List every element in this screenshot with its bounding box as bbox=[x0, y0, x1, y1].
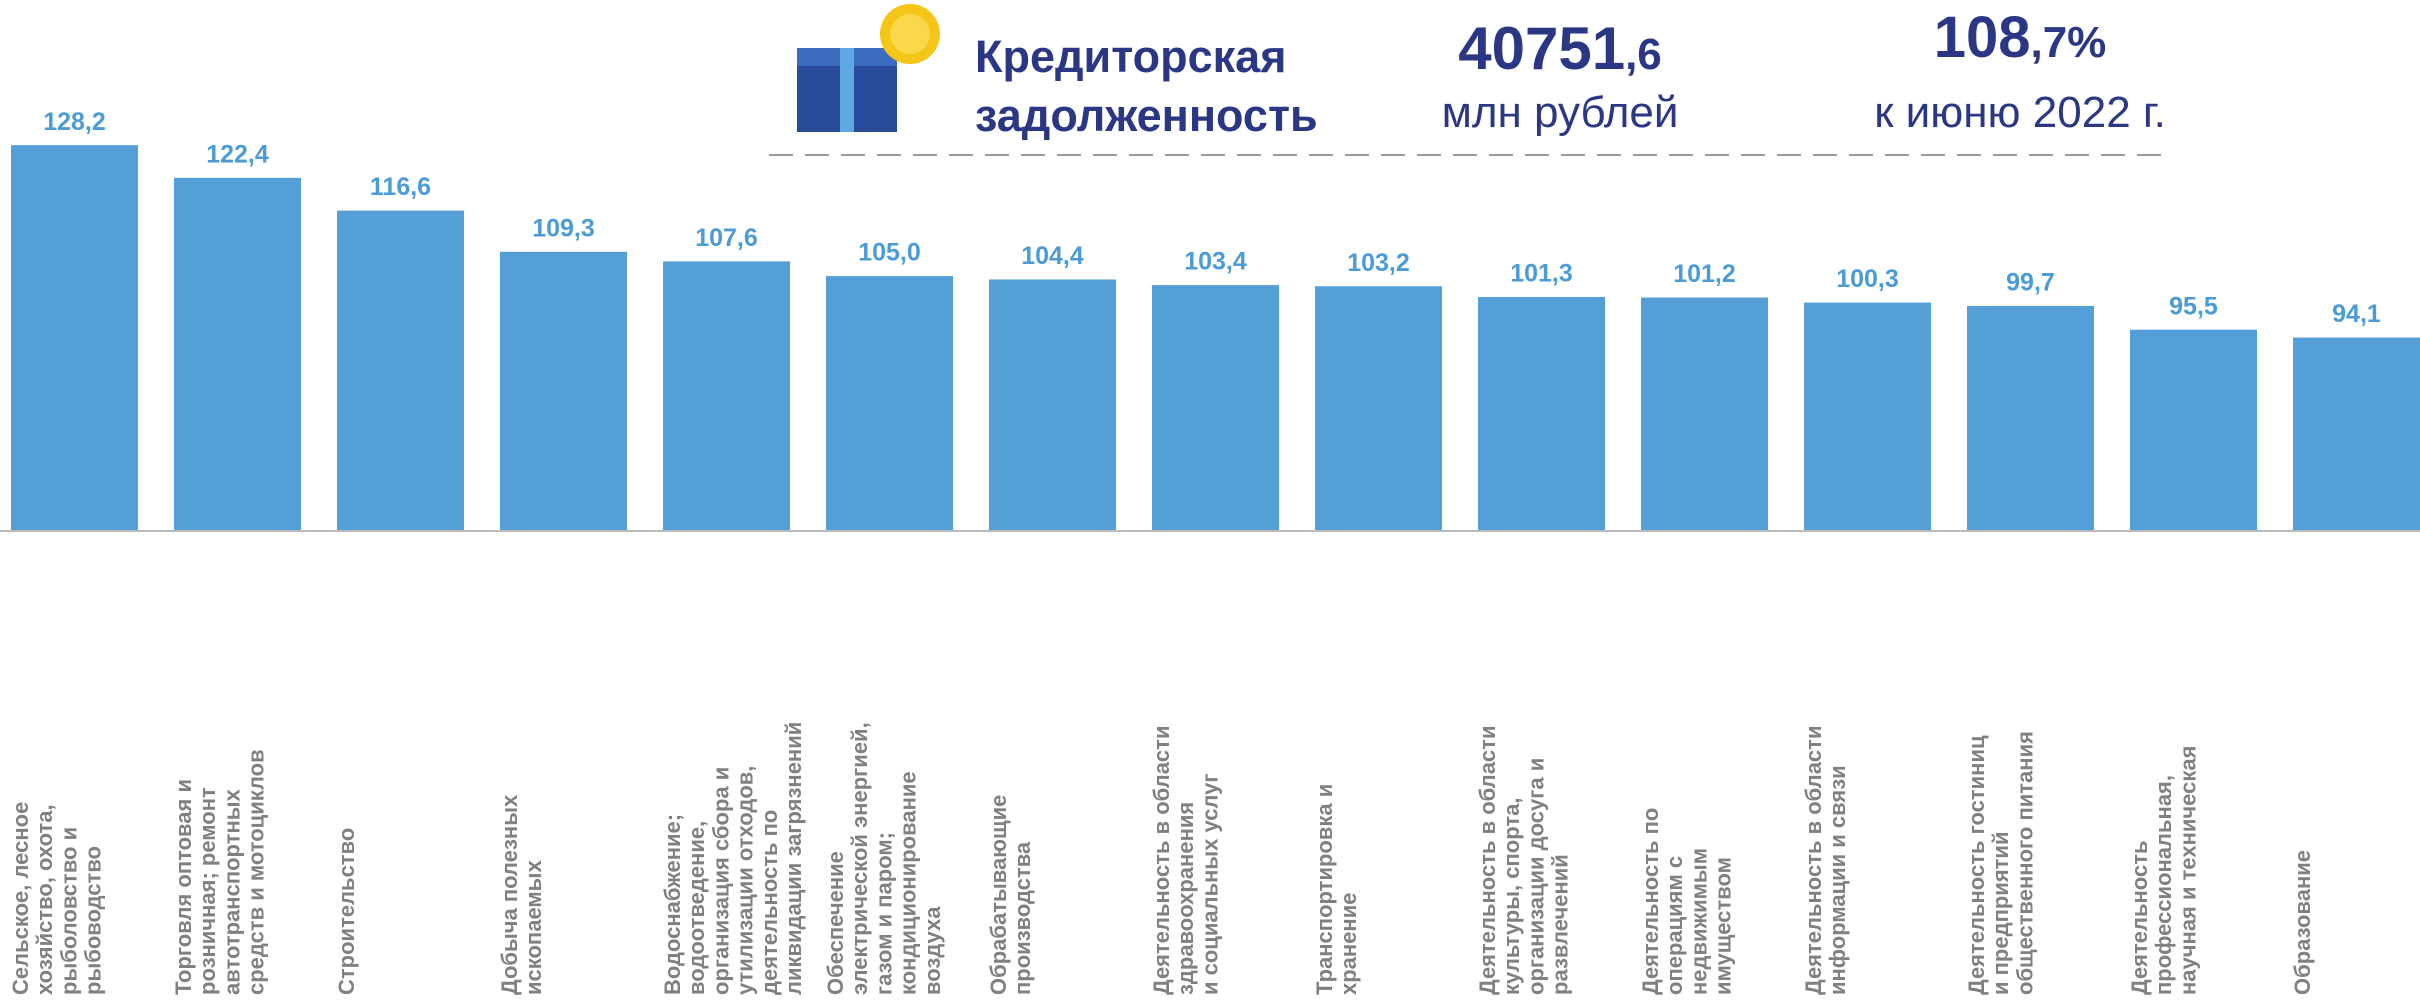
value-label: 104,4 bbox=[1021, 242, 1084, 270]
total-int: 40751 bbox=[1458, 15, 1625, 82]
value-label: 100,3 bbox=[1836, 265, 1899, 293]
category-label: Обрабатывающие производства bbox=[987, 630, 1137, 995]
bar bbox=[337, 211, 464, 530]
value-label: 101,2 bbox=[1673, 260, 1736, 288]
title: Кредиторская задолженность bbox=[975, 28, 1318, 145]
page: 128,2 122,4 116,6 109,3 107,6 105,0 104,4 103,4… bbox=[0, 0, 2420, 1001]
bar bbox=[1641, 298, 1768, 530]
bar bbox=[500, 252, 627, 530]
bar bbox=[1804, 303, 1931, 530]
category-label: Деятельность профессиональная, научная и… bbox=[2128, 630, 2278, 995]
total: 40751,6 bbox=[1380, 14, 1740, 83]
value-label: 99,7 bbox=[2006, 269, 2055, 297]
bar bbox=[1152, 285, 1279, 530]
bar bbox=[1315, 286, 1442, 530]
bar bbox=[826, 276, 953, 530]
value-label: 122,4 bbox=[206, 140, 269, 168]
change-note: к июню 2022 г. bbox=[1820, 88, 2220, 138]
category-label: Водоснабжение; водоотведение, организаци… bbox=[661, 630, 811, 995]
change-int: 108 bbox=[1934, 5, 2031, 70]
category-label: Образование bbox=[2291, 630, 2420, 995]
value-label: 103,4 bbox=[1184, 248, 1247, 276]
value-label: 128,2 bbox=[43, 108, 106, 136]
category-label: Добыча полезных ископаемых bbox=[498, 630, 648, 995]
category-label: Строительство bbox=[335, 630, 485, 995]
total-frac: ,6 bbox=[1625, 30, 1662, 79]
bar bbox=[1967, 306, 2094, 530]
category-label: Транспортировка и хранение bbox=[1313, 630, 1463, 995]
bar bbox=[1478, 297, 1605, 530]
category-label: Деятельность в области культуры, спорта,… bbox=[1476, 630, 1626, 995]
category-label: Деятельность гостиниц и предприятий обще… bbox=[1965, 630, 2115, 995]
value-label: 116,6 bbox=[370, 173, 431, 201]
bar bbox=[2130, 330, 2257, 530]
category-label: Деятельность в области здравоохранения и… bbox=[1150, 630, 1300, 995]
category-label: Обеспечение электрической энергией, газо… bbox=[824, 630, 974, 995]
category-label: Деятельность по операциям с недвижимым и… bbox=[1639, 630, 1789, 995]
bar bbox=[663, 261, 790, 530]
total-unit: млн рублей bbox=[1380, 88, 1740, 138]
bar bbox=[989, 279, 1116, 530]
bar bbox=[11, 145, 138, 530]
value-label: 94,1 bbox=[2332, 300, 2381, 328]
value-label: 109,3 bbox=[532, 214, 595, 242]
bar bbox=[2293, 338, 2420, 530]
change-frac: ,7% bbox=[2030, 18, 2106, 67]
value-label: 107,6 bbox=[695, 224, 758, 252]
value-label: 105,0 bbox=[858, 239, 921, 267]
category-label: Торговля оптовая и розничная; ремонт авт… bbox=[172, 630, 322, 995]
change: 108,7% bbox=[1820, 4, 2220, 71]
value-label: 101,3 bbox=[1510, 260, 1573, 288]
bar bbox=[174, 178, 301, 530]
value-label: 103,2 bbox=[1347, 249, 1410, 277]
header-icon bbox=[797, 4, 940, 132]
category-label: Сельское, лесное хозяйство, охота, рыбол… bbox=[9, 630, 159, 995]
category-label: Деятельность в области информации и связ… bbox=[1802, 630, 1952, 995]
value-label: 95,5 bbox=[2169, 292, 2218, 320]
